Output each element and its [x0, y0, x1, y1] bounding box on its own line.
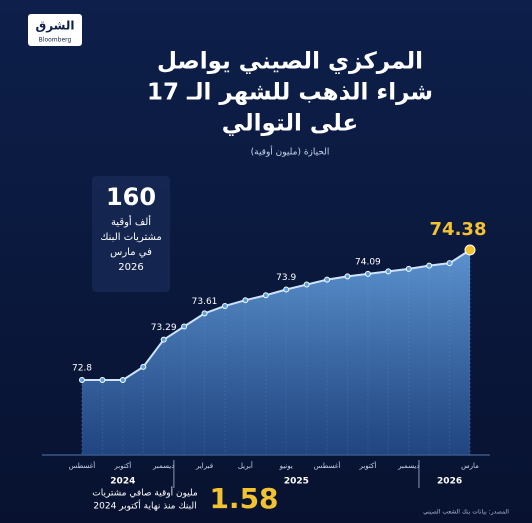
point [119, 377, 126, 383]
source: المصدر: بيانات بنك الشعب الصيني [423, 509, 509, 516]
year-label: 2024 [110, 477, 135, 487]
point [140, 363, 147, 370]
point [364, 270, 371, 277]
point [262, 292, 269, 299]
x-tick-label: أغسطس [314, 461, 341, 470]
chart-title: شراء الذهب للشهر الـ 17 [147, 80, 433, 106]
point [160, 336, 167, 343]
logo-sub: Bloomberg [39, 37, 72, 44]
point [221, 302, 228, 309]
callout-text: ألف أوقية [111, 215, 151, 228]
area [82, 250, 470, 455]
x-tick-label: أكتوبر [113, 461, 131, 470]
point [181, 323, 188, 330]
x-tick-label: أغسطس [69, 461, 96, 470]
callout-text: مشتريات البنك [100, 232, 162, 243]
year-label: 2026 [437, 477, 462, 487]
line [82, 249, 471, 381]
chart-subtitle: الحيازة (مليون أوقية) [251, 146, 330, 158]
point [464, 244, 476, 256]
value-label: 73.9 [276, 273, 296, 283]
point [79, 377, 85, 383]
callout-value: 160 [106, 183, 156, 211]
x-tick-label: مارس [461, 462, 479, 470]
x-tick-label: أبريل [238, 461, 253, 470]
x-tick-label: فبراير [195, 462, 213, 470]
point [385, 268, 392, 275]
callout-text: 2026 [118, 262, 143, 273]
x-tick-label: ديسمبر [397, 462, 419, 470]
point [242, 297, 249, 304]
point [405, 265, 412, 272]
point [426, 262, 433, 269]
chart-title: على التوالي [222, 111, 359, 137]
summary-text: مليون أوقية صافي مشتريات [92, 487, 198, 499]
summary-value: 1.58 [209, 482, 278, 515]
point [446, 260, 453, 267]
year-label: 2025 [284, 477, 309, 487]
value-label: 74.09 [355, 257, 381, 267]
point [344, 273, 351, 280]
value-label: 73.29 [151, 323, 177, 333]
point [99, 377, 106, 383]
point [303, 281, 310, 288]
logo: الشرق [35, 19, 74, 33]
chart-title: المركزي الصيني يواصل [157, 49, 423, 75]
x-tick-label: أكتوبر [358, 461, 376, 470]
callout-text: في مارس [110, 247, 152, 258]
logo-box [28, 14, 82, 46]
value-label: 72.8 [72, 364, 92, 374]
value-label: 74.38 [430, 219, 487, 240]
point [324, 276, 331, 283]
x-tick-label: ديسمبر [152, 462, 174, 470]
point [283, 286, 290, 293]
x-tick-label: يونيو [279, 462, 293, 470]
point [201, 310, 208, 317]
summary-text: البنك منذ نهاية أكتوبر 2024 [93, 500, 196, 512]
value-label: 73.61 [192, 297, 218, 307]
callout-box [92, 176, 170, 292]
